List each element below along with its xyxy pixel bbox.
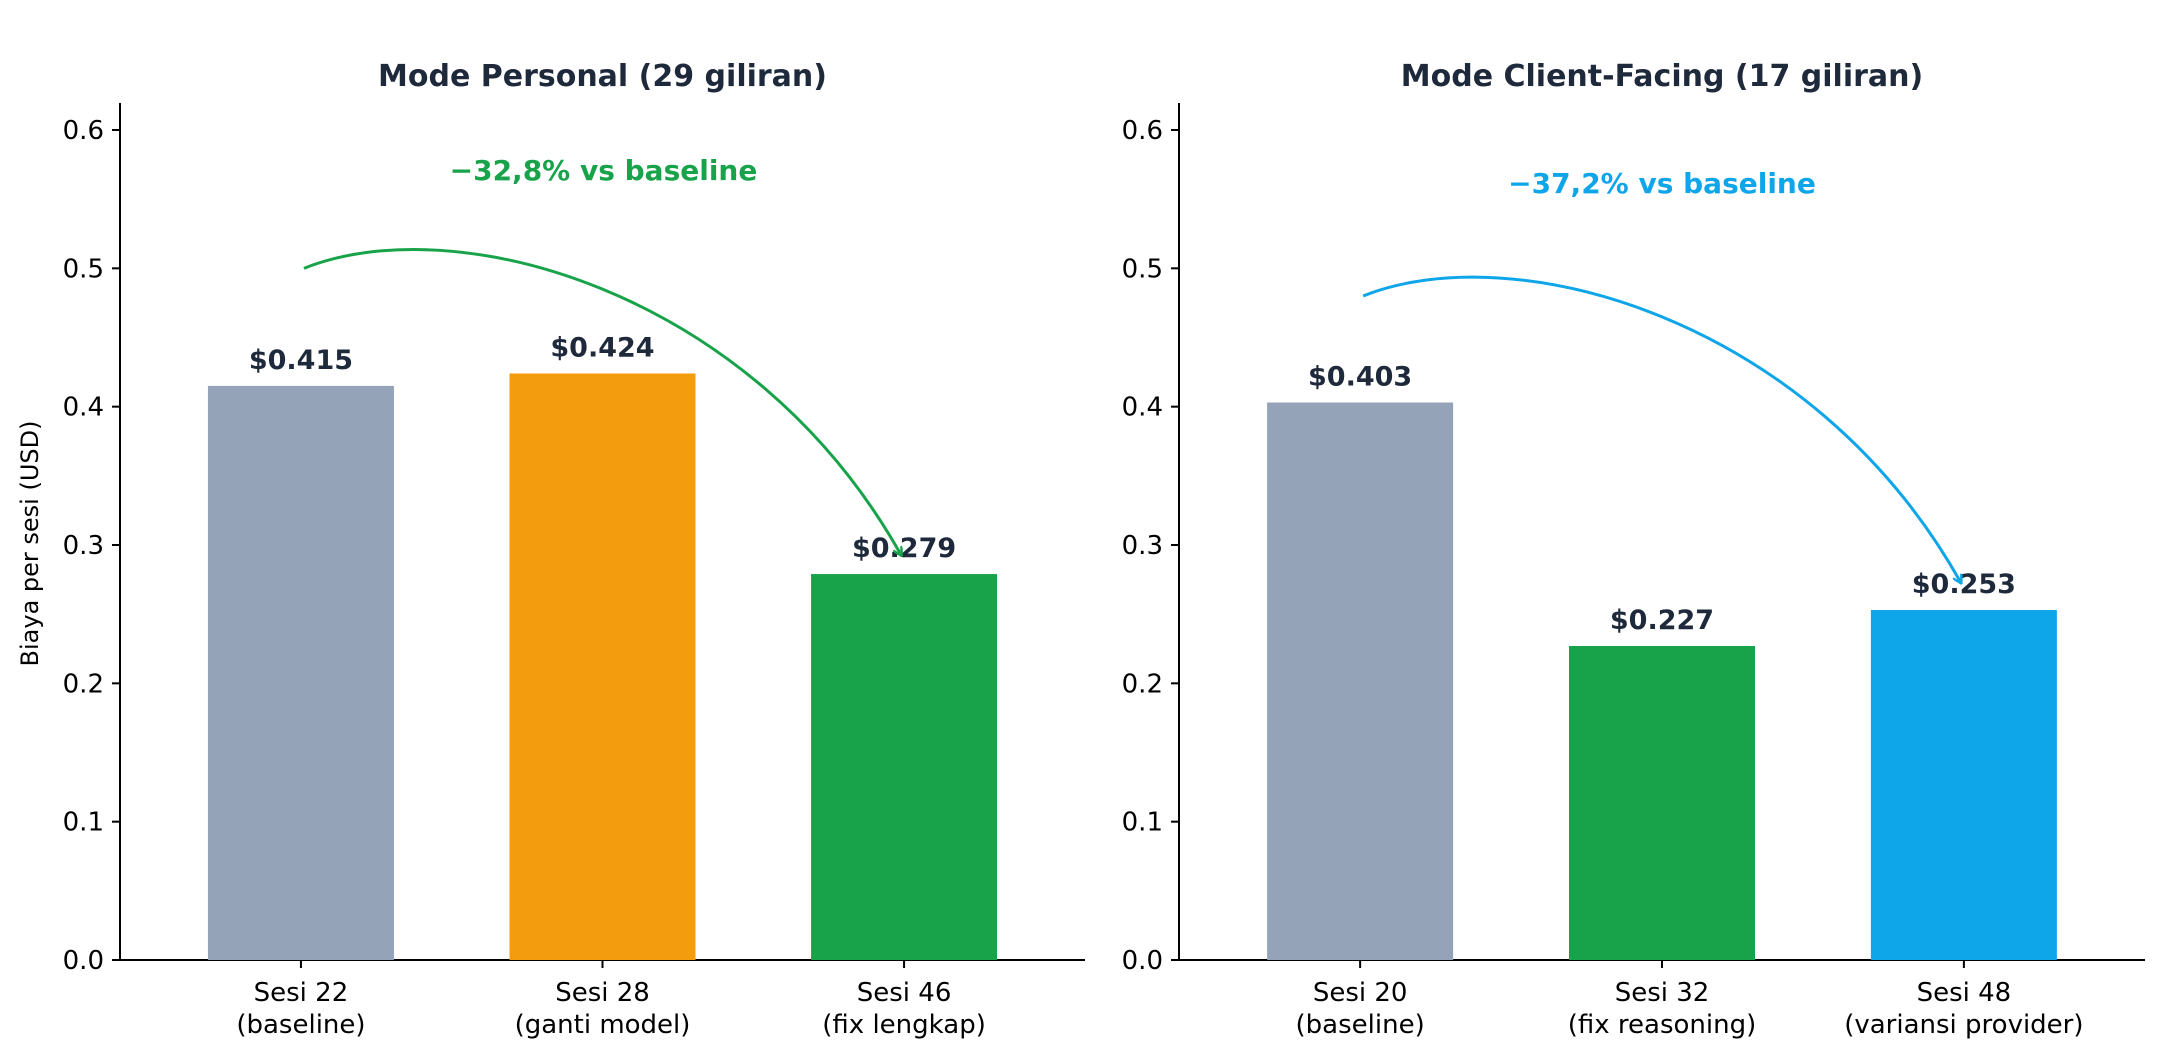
bar: [811, 574, 998, 960]
bar-value-label: $0.415: [249, 345, 353, 376]
bar-value-label: $0.253: [1912, 569, 2016, 600]
y-tick-label: 0.3: [1122, 531, 1163, 561]
x-tick-label: (baseline): [1296, 1010, 1425, 1040]
bar-value-label: $0.424: [550, 332, 654, 363]
y-tick-label: 0.3: [63, 531, 104, 561]
y-tick-label: 0.0: [63, 946, 104, 976]
bar: [1569, 645, 1755, 960]
bar: [1870, 610, 2057, 960]
annotation-arrow: [1362, 275, 1961, 583]
x-tick-label: (variansi provider): [1844, 1010, 2083, 1040]
bar-value-label: $0.403: [1308, 362, 1412, 393]
x-tick-label: (fix lengkap): [822, 1010, 986, 1040]
chart-panel-2: Mode Client-Facing (17 giliran) 0.0 0.1 0.2…: [1122, 59, 2145, 1040]
chart-title: Mode Personal (29 giliran): [378, 59, 827, 94]
chart-panel-1: Mode Personal (29 giliran) Biaya per sesi…: [16, 59, 1085, 1040]
x-tick-label: Sesi 32: [1615, 978, 1710, 1008]
annotation-text: −37,2% vs baseline: [1508, 167, 1816, 200]
y-axis-label: Biaya per sesi (USD): [16, 421, 44, 667]
y-tick-label: 0.4: [63, 393, 104, 423]
y-tick-label: 0.1: [1122, 808, 1163, 838]
bar: [509, 373, 696, 960]
bar: [1267, 402, 1454, 960]
y-tick-label: 0.4: [1122, 393, 1163, 423]
y-tick-label: 0.2: [63, 669, 104, 699]
y-tick-label: 0.0: [1122, 946, 1163, 976]
annotation-arrow: [303, 248, 901, 555]
y-tick-label: 0.5: [63, 254, 104, 284]
bar-value-label: $0.227: [1610, 605, 1714, 636]
x-tick-label: Sesi 20: [1313, 978, 1408, 1008]
y-tick-label: 0.6: [63, 116, 104, 146]
bar-value-label: $0.279: [852, 533, 956, 564]
x-tick-label: Sesi 48: [1917, 978, 2012, 1008]
y-tick-label: 0.6: [1122, 116, 1163, 146]
x-tick-label: (fix reasoning): [1568, 1010, 1757, 1040]
y-tick-label: 0.1: [63, 808, 104, 838]
y-tick-label: 0.2: [1122, 669, 1163, 699]
x-tick-label: Sesi 46: [857, 978, 952, 1008]
x-tick-label: (baseline): [236, 1010, 365, 1040]
annotation-text: −32,8% vs baseline: [450, 154, 758, 187]
bar: [207, 385, 394, 961]
x-tick-label: Sesi 28: [555, 978, 650, 1008]
x-tick-label: (ganti model): [515, 1010, 691, 1040]
chart-title: Mode Client-Facing (17 giliran): [1401, 59, 1923, 94]
x-tick-label: Sesi 22: [254, 978, 349, 1008]
y-tick-label: 0.5: [1122, 254, 1163, 284]
